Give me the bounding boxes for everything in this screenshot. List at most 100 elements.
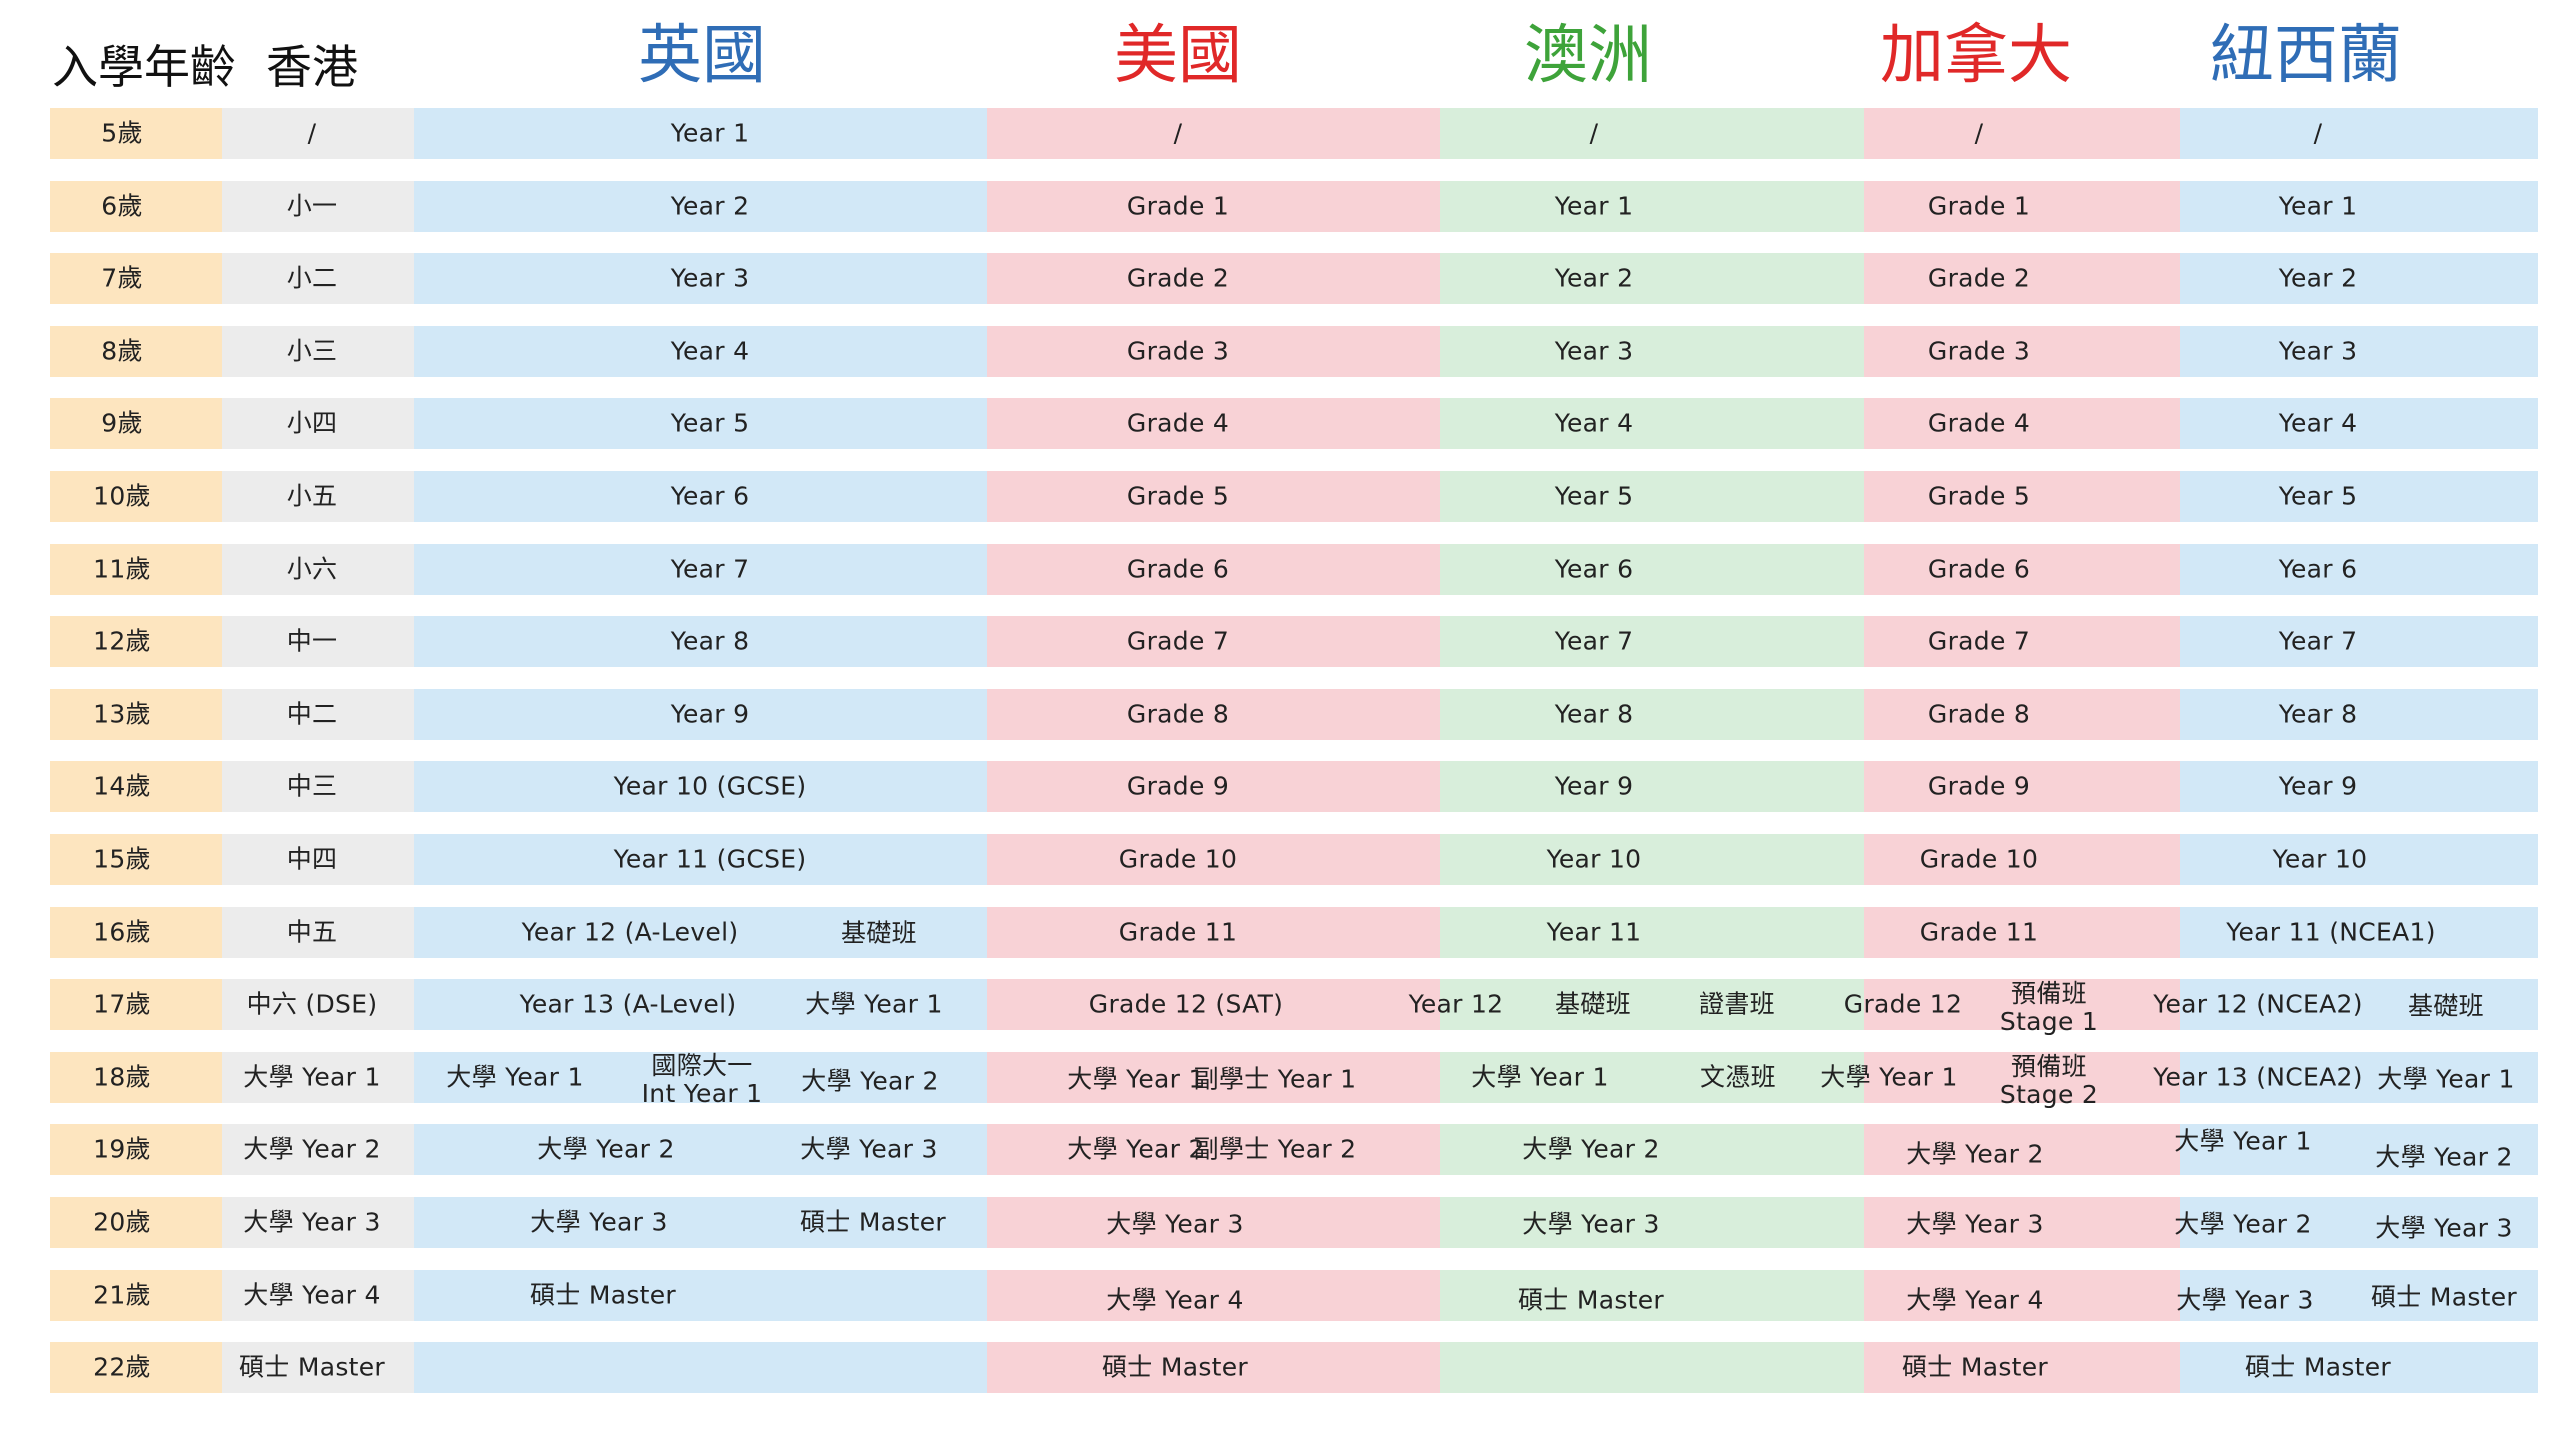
cell-hk — [222, 471, 414, 522]
uk-cell-text: 大學 Year 2 — [801, 1066, 939, 1096]
age-header: 入學年齡 — [52, 40, 236, 94]
cell-uk — [414, 906, 987, 958]
nz-cell-text: 大學 Year 1 — [2174, 1126, 2312, 1156]
ca-cell-text: Grade 4 — [1927, 408, 2031, 438]
uk-cell-text: Year 3 — [670, 263, 750, 293]
cell-hk — [222, 253, 414, 305]
hk-cell-text: 小三 — [286, 336, 338, 366]
ca-cell-text: Grade 3 — [1927, 336, 2031, 366]
uk-cell-text: Year 4 — [670, 336, 750, 366]
cell-ca — [1864, 253, 2180, 305]
age-cell-text: 14歲 — [93, 771, 151, 801]
us-cell-text: Grade 1 — [1126, 191, 1230, 221]
cell-uk — [414, 1342, 987, 1394]
hk-cell-text: 中一 — [286, 626, 338, 656]
ca-cell-text: 碩士 Master — [1901, 1352, 2049, 1382]
nz-cell-text: Year 4 — [2278, 408, 2358, 438]
hk-header: 香港 — [266, 40, 358, 94]
cell-us — [987, 906, 1440, 958]
nz-cell-text: Year 7 — [2278, 626, 2358, 656]
age-cell-text: 21歲 — [93, 1280, 151, 1310]
cell-nz — [2180, 1051, 2538, 1103]
cell-nz — [2180, 1269, 2538, 1321]
nz-cell-text: 大學 Year 2 — [2375, 1142, 2513, 1172]
table-row: 8歲 小三 Year 4 Grade 3 Year 3 Grade 3 Year 3 — [50, 325, 2538, 377]
us-cell-text: Grade 4 — [1126, 408, 1230, 438]
table-row: 16歲 中五 Year 12 (A-Level) 基礎班 Grade 11 Year 11… — [50, 906, 2538, 958]
ca-cell-text: Grade 2 — [1927, 263, 2031, 293]
cell-au — [1440, 616, 1864, 668]
au-cell-text: Year 1 — [1554, 191, 1634, 221]
cell-age — [50, 906, 222, 958]
cell-us — [987, 325, 1440, 377]
cell-hk — [222, 834, 414, 885]
au-cell-text: Year 9 — [1554, 771, 1634, 801]
hk-cell-text: 小二 — [286, 263, 338, 293]
us-cell-text: Grade 7 — [1126, 626, 1230, 656]
us-cell-text: Grade 3 — [1126, 336, 1230, 366]
nz-cell-text: Year 1 — [2278, 191, 2358, 221]
cell-au — [1440, 761, 1864, 813]
hk-cell-text: 中四 — [286, 844, 338, 874]
cell-au — [1440, 1269, 1864, 1321]
cell-ca — [1864, 1124, 2180, 1176]
nz-cell-text: Year 9 — [2278, 771, 2358, 801]
header-uk: 英國 — [638, 19, 766, 93]
cell-nz — [2180, 616, 2538, 668]
age-cell-text: 22歲 — [93, 1352, 151, 1382]
ca-cell-text: Grade 5 — [1927, 481, 2031, 511]
us-cell-text: Grade 12 (SAT) — [1088, 989, 1284, 1019]
uk-cell-text: Year 9 — [670, 699, 750, 729]
cell-nz — [2180, 1342, 2538, 1394]
uk-cell-text: 大學 Year 3 — [530, 1207, 668, 1237]
cell-au — [1440, 253, 1864, 305]
header-au: 澳洲 — [1524, 19, 1652, 93]
cell-au — [1440, 471, 1864, 522]
table-row: 6歲 小一 Year 2 Grade 1 Year 1 Grade 1 Year 1 — [50, 180, 2538, 232]
table-row: 18歲 大學 Year 1 大學 Year 1 國際大一 Int Year 1 大學 Y… — [50, 1051, 2538, 1108]
nz-cell-text: 大學 Year 3 — [2176, 1285, 2314, 1315]
cell-uk — [414, 398, 987, 450]
au-cell-text: Year 11 — [1546, 917, 1642, 947]
age-cell-text: 16歲 — [93, 917, 151, 947]
cell-hk — [222, 543, 414, 595]
cell-nz — [2180, 253, 2538, 305]
cell-hk — [222, 398, 414, 450]
uk-cell-text: Year 2 — [670, 191, 750, 221]
ca-cell-text: 大學 Year 1 — [1820, 1062, 1958, 1092]
cell-us — [987, 1269, 1440, 1321]
uk-cell-text: 大學 Year 2 — [537, 1134, 675, 1164]
cell-ca — [1864, 761, 2180, 813]
au-cell-text: Year 8 — [1554, 699, 1634, 729]
nz-cell-text: 碩士 Master — [2244, 1352, 2392, 1382]
uk-cell-text: Year 10 (GCSE) — [613, 771, 807, 801]
us-cell-text: 副學士 Year 2 — [1193, 1134, 1357, 1164]
cell-nz — [2180, 398, 2538, 450]
cell-nz — [2180, 688, 2538, 740]
au-cell-text: / — [1589, 118, 1599, 148]
cell-au — [1440, 1197, 1864, 1248]
cell-nz — [2180, 761, 2538, 813]
hk-cell-text: 中六 (DSE) — [246, 989, 378, 1019]
us-cell-text: Grade 8 — [1126, 699, 1230, 729]
nz-cell-text: Year 2 — [2278, 263, 2358, 293]
cell-au — [1440, 688, 1864, 740]
nz-cell-text: Year 5 — [2278, 481, 2358, 511]
nz-cell-text: Year 10 — [2272, 844, 2368, 874]
table-row: 12歲 中一 Year 8 Grade 7 Year 7 Grade 7 Year 7 — [50, 616, 2538, 668]
nz-cell-text: 大學 Year 2 — [2174, 1209, 2312, 1239]
cell-nz — [2180, 834, 2538, 885]
cell-au — [1440, 543, 1864, 595]
nz-cell-text: 大學 Year 3 — [2375, 1213, 2513, 1243]
cell-au — [1440, 979, 1864, 1031]
table-row: 22歲 碩士 Master 碩士 Master 碩士 Master 碩士 Master — [50, 1342, 2538, 1394]
au-cell-text: Year 5 — [1554, 481, 1634, 511]
cell-nz — [2180, 1124, 2538, 1176]
cell-us — [987, 253, 1440, 305]
au-cell-text: Year 6 — [1554, 554, 1634, 584]
age-cell-text: 7歲 — [101, 263, 143, 293]
au-cell-text: Year 2 — [1554, 263, 1634, 293]
ca-cell-text: 大學 Year 2 — [1906, 1139, 2044, 1169]
hk-cell-text: 中五 — [286, 917, 338, 947]
cell-ca — [1864, 325, 2180, 377]
